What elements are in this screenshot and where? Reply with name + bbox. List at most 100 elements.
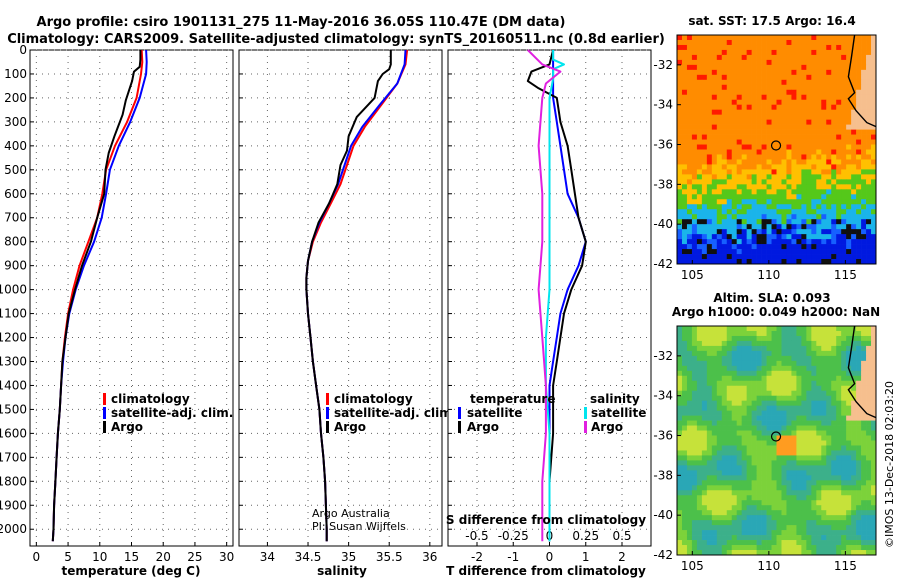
map-cell — [826, 485, 832, 491]
map-cell — [786, 64, 792, 71]
map-cell — [816, 495, 822, 501]
map-cell — [756, 510, 762, 516]
map-cell — [806, 475, 812, 481]
map-cell — [836, 375, 842, 382]
map-cell — [861, 84, 867, 91]
map-cell — [836, 184, 842, 190]
map-cell — [871, 124, 877, 130]
map-cell — [791, 500, 797, 506]
map-cell — [851, 490, 857, 496]
map-cell — [696, 134, 703, 140]
map-cell — [731, 465, 738, 471]
map-cell — [791, 460, 797, 466]
map-cell — [831, 249, 837, 255]
latitude-tick-label: -38 — [653, 177, 673, 191]
map-cell — [851, 184, 857, 190]
map-cell — [851, 535, 857, 541]
map-cell — [756, 400, 762, 406]
map-cell — [686, 425, 693, 431]
map-cell — [756, 340, 762, 347]
map-cell — [741, 114, 747, 120]
map-cell — [716, 234, 723, 240]
map-cell — [746, 134, 752, 140]
map-cell — [791, 179, 797, 185]
map-cell — [841, 445, 847, 451]
map-cell — [811, 465, 817, 471]
map-cell — [691, 199, 698, 205]
map-cell — [811, 129, 817, 135]
map-cell — [846, 144, 852, 150]
map-cell — [711, 395, 718, 402]
map-cell — [866, 79, 872, 86]
map-cell — [746, 219, 752, 225]
map-cell — [786, 405, 792, 411]
map-cell — [681, 94, 688, 101]
map-cell — [871, 485, 877, 491]
map-cell — [826, 545, 832, 551]
map-cell — [771, 450, 777, 456]
map-cell — [736, 505, 743, 511]
map-cell — [677, 440, 683, 446]
map-cell — [811, 234, 817, 240]
map-cell — [866, 490, 872, 496]
map-cell — [776, 405, 782, 411]
map-cell — [826, 445, 832, 451]
map-cell — [841, 455, 847, 461]
map-cell — [861, 214, 867, 220]
map-cell — [781, 460, 787, 466]
map-cell — [751, 330, 757, 337]
map-cell — [821, 400, 827, 406]
map-cell — [861, 109, 867, 115]
map-cell — [771, 49, 777, 56]
map-cell — [681, 154, 688, 160]
map-cell — [761, 445, 767, 451]
map-cell — [796, 460, 802, 466]
map-cell — [826, 405, 832, 411]
map-cell — [686, 249, 693, 255]
map-cell — [681, 109, 688, 115]
map-cell — [861, 450, 867, 456]
map-cell — [691, 194, 698, 200]
map-cell — [771, 254, 777, 260]
map-cell — [781, 375, 787, 382]
map-cell — [811, 490, 817, 496]
map-cell — [761, 154, 767, 160]
map-cell — [826, 64, 832, 71]
map-cell — [691, 79, 698, 86]
map-cell — [796, 229, 802, 235]
map-cell — [686, 74, 693, 81]
map-cell — [677, 340, 683, 347]
map-cell — [796, 129, 802, 135]
map-cell — [826, 249, 832, 255]
map-cell — [731, 199, 738, 205]
map-cell — [836, 119, 842, 125]
map-cell — [756, 144, 762, 150]
map-cell — [861, 360, 867, 367]
map-cell — [796, 184, 802, 190]
map-cell — [751, 114, 757, 120]
map-cell — [846, 490, 852, 496]
map-cell — [871, 430, 877, 436]
map-cell — [776, 199, 782, 205]
map-cell — [796, 355, 802, 362]
map-cell — [736, 159, 743, 165]
map-cell — [681, 69, 688, 76]
map-cell — [771, 74, 777, 81]
map-cell — [836, 440, 842, 446]
map-cell — [686, 169, 693, 175]
map-cell — [826, 430, 832, 436]
map-cell — [801, 104, 807, 111]
map-cell — [856, 480, 862, 486]
map-cell — [801, 380, 807, 387]
map-cell — [786, 370, 792, 377]
map-cell — [681, 254, 688, 260]
map-cell — [691, 119, 698, 125]
map-cell — [861, 395, 867, 402]
map-cell — [811, 410, 817, 416]
map-cell — [677, 445, 683, 451]
map-cell — [716, 35, 723, 41]
map-cell — [736, 114, 743, 120]
map-cell — [711, 490, 718, 496]
map-cell — [776, 465, 782, 471]
map-cell — [731, 430, 738, 436]
